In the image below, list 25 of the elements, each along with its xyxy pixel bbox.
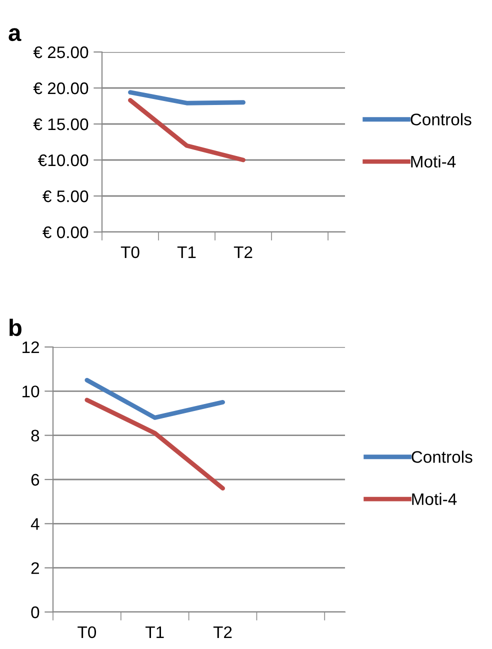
x-tick-label: T2: [234, 246, 252, 258]
x-tick-label: T1: [146, 626, 164, 638]
y-tick-label: € 0.00: [42, 226, 88, 238]
y-tick-label: €10.00: [38, 154, 88, 166]
y-tick-label: € 15.00: [33, 118, 88, 130]
y-tick-label: 8: [31, 430, 40, 442]
legend-label: Moti-4: [412, 492, 457, 506]
y-tick-label: 4: [30, 518, 40, 530]
y-tick-label: 0: [31, 606, 40, 618]
chart-title: b: [10, 318, 22, 336]
x-tick-label: T1: [177, 246, 196, 258]
legend-label: Moti-4: [411, 155, 456, 168]
y-tick-label: 2: [31, 562, 39, 574]
y-tick-label: € 5.00: [42, 190, 88, 202]
x-tick-label: T0: [78, 626, 96, 638]
y-tick-label: € 25.00: [33, 46, 88, 58]
y-tick-label: 6: [31, 474, 40, 486]
y-tick-label: 12: [22, 341, 39, 354]
y-tick-label: € 20.00: [33, 82, 88, 94]
chart-title: a: [8, 28, 22, 42]
legend-label: Controls: [410, 113, 472, 126]
legend-label: Controls: [412, 450, 472, 463]
x-tick-label: T0: [120, 246, 140, 258]
y-tick-label: 10: [22, 386, 40, 398]
x-tick-label: T2: [213, 626, 232, 638]
